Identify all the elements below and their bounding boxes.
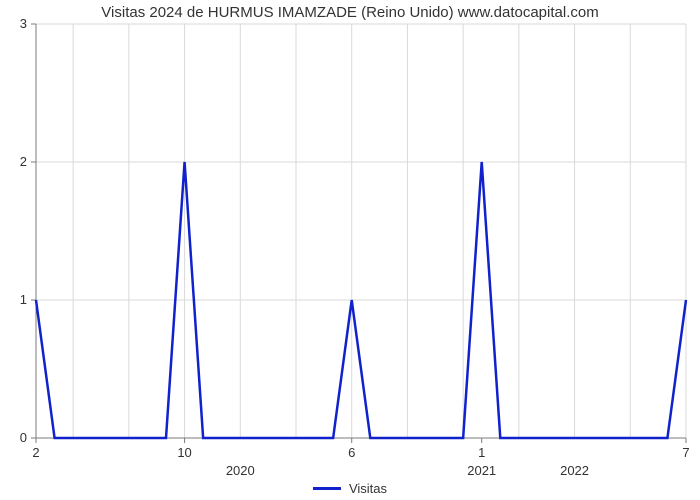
y-tick-label: 1	[7, 292, 27, 307]
y-tick-label: 3	[7, 16, 27, 31]
legend-swatch	[313, 487, 341, 490]
y-tick-label: 0	[7, 430, 27, 445]
legend-text: Visitas	[349, 481, 387, 496]
x-tick-label: 1	[478, 445, 485, 460]
x-tick-label: 7	[682, 445, 689, 460]
x-year-label: 2022	[560, 463, 589, 478]
y-tick-label: 2	[7, 154, 27, 169]
x-year-label: 2021	[467, 463, 496, 478]
chart-plot	[0, 0, 700, 500]
x-tick-label: 10	[177, 445, 191, 460]
chart-legend: Visitas	[313, 481, 387, 496]
x-tick-label: 6	[348, 445, 355, 460]
x-year-label: 2020	[226, 463, 255, 478]
x-tick-label: 2	[32, 445, 39, 460]
line-chart: Visitas 2024 de HURMUS IMAMZADE (Reino U…	[0, 0, 700, 500]
